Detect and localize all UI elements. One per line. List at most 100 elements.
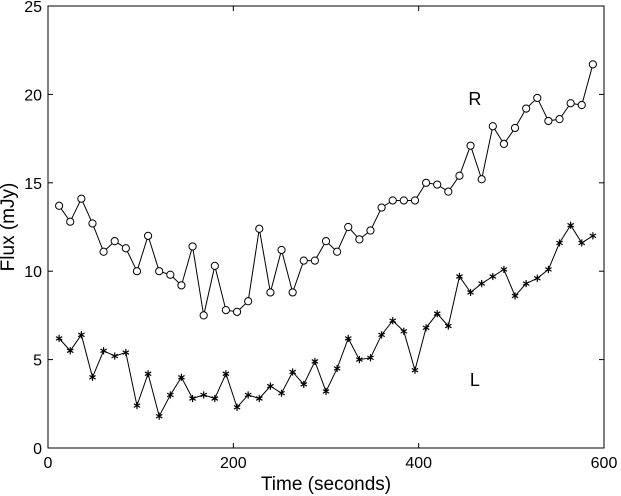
data-point (533, 274, 541, 282)
data-point (278, 389, 285, 397)
data-point (344, 334, 352, 342)
series-labels: RL (468, 89, 481, 390)
data-point (100, 347, 108, 355)
data-point (144, 370, 152, 378)
data-point (222, 370, 230, 378)
data-point (221, 305, 231, 315)
data-point (266, 382, 274, 390)
data-point (467, 288, 474, 297)
axis-ticks: 0 200 400 600 0 5 10 15 20 25 (24, 0, 617, 472)
data-point (433, 180, 442, 189)
data-point (66, 347, 74, 355)
data-point (377, 203, 386, 212)
data-point (566, 99, 575, 108)
data-point (500, 265, 508, 274)
data-point (55, 334, 63, 342)
data-point (288, 288, 297, 297)
data-point (355, 356, 363, 364)
data-point (333, 364, 341, 373)
data-point (200, 391, 208, 399)
data-point (410, 196, 420, 205)
data-point (244, 297, 253, 306)
data-point (533, 93, 542, 103)
data-point (456, 272, 463, 281)
data-point (178, 373, 185, 381)
data-point (77, 194, 86, 203)
plot-frame (47, 5, 605, 449)
data-point (344, 222, 353, 232)
data-point (400, 327, 408, 335)
series-line (58, 224, 594, 418)
data-point (121, 244, 130, 253)
data-point (544, 265, 552, 274)
data-point (510, 123, 520, 133)
x-tick-label: 0 (44, 455, 53, 472)
data-point (321, 237, 331, 246)
data-point (355, 235, 364, 244)
data-point (488, 122, 497, 131)
data-point (367, 354, 374, 362)
y-tick-label: 0 (33, 441, 42, 458)
data-point (499, 139, 509, 149)
series-label-R: R (468, 89, 481, 109)
data-point (166, 270, 175, 279)
y-tick-label: 5 (33, 353, 42, 370)
data-point (444, 322, 452, 330)
data-point (421, 178, 431, 187)
data-point (333, 247, 342, 256)
data-point (255, 394, 263, 403)
data-point (244, 391, 252, 399)
data-point (111, 352, 119, 360)
y-tick-label: 15 (24, 176, 42, 193)
y-tick-label: 10 (24, 264, 42, 281)
data-point (122, 348, 130, 357)
data-point (544, 116, 553, 126)
data-point (255, 224, 264, 233)
series-R (55, 60, 597, 320)
x-axis-label: Time (seconds) (261, 474, 391, 495)
data-point (522, 104, 531, 113)
x-tick-label: 600 (591, 455, 618, 472)
data-point (322, 387, 330, 396)
data-point (143, 231, 153, 240)
data-point (489, 272, 497, 281)
data-point (210, 261, 219, 270)
y-axis-label: Flux (mJy) (0, 183, 19, 272)
data-point (511, 292, 519, 300)
data-point (89, 373, 96, 381)
data-point (556, 239, 563, 247)
data-point (588, 60, 597, 69)
data-point (389, 317, 397, 325)
data-point (233, 403, 241, 411)
data-point (66, 217, 75, 226)
data-point (411, 366, 419, 374)
data-point (133, 401, 141, 410)
series-layer (55, 60, 597, 420)
data-point (589, 232, 597, 240)
data-point (522, 279, 530, 288)
data-point (232, 307, 242, 316)
data-point (455, 171, 464, 180)
x-tick-label: 400 (405, 455, 432, 472)
data-point (132, 267, 142, 276)
data-point (166, 391, 174, 399)
data-point (289, 368, 297, 376)
data-point (299, 256, 308, 265)
data-point (433, 310, 441, 318)
y-tick-label: 25 (24, 0, 42, 16)
data-point (277, 245, 286, 255)
series-L (55, 221, 597, 420)
data-point (77, 331, 85, 339)
data-point (378, 331, 386, 339)
data-point (155, 412, 163, 420)
data-point (477, 175, 486, 184)
data-point (399, 196, 408, 205)
data-point (578, 239, 586, 247)
data-point (88, 219, 97, 228)
data-point (155, 267, 164, 276)
data-point (110, 237, 119, 246)
series-label-L: L (470, 370, 480, 390)
data-point (311, 357, 319, 365)
data-point (444, 187, 453, 196)
